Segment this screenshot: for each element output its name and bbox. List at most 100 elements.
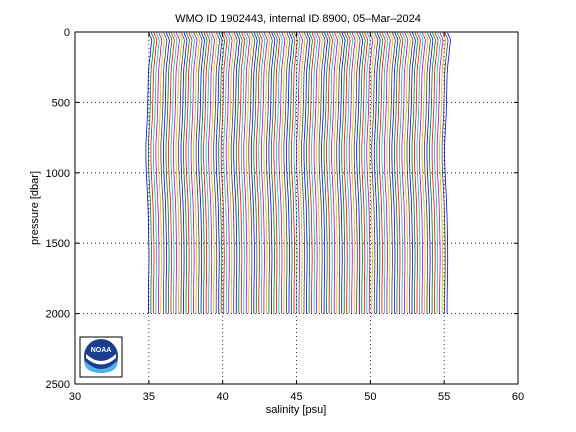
profile-line [424, 32, 431, 314]
profile-line [238, 32, 246, 314]
profile-line [316, 32, 323, 314]
profile-line [240, 32, 248, 314]
profile-line [368, 32, 376, 314]
profile-line [268, 32, 276, 314]
profile-line [391, 32, 399, 314]
profile-line [439, 32, 446, 314]
profile-line [409, 32, 416, 314]
profile-line [230, 32, 238, 314]
profile-line [150, 32, 158, 314]
profile-line [371, 32, 379, 314]
profile-line [175, 32, 183, 314]
profile-line [296, 32, 303, 314]
profile-line [188, 32, 195, 314]
profile-line [333, 32, 341, 314]
profile-line [185, 32, 193, 314]
profile-line [373, 32, 381, 314]
profile-line [361, 32, 369, 314]
profile-line [165, 32, 173, 314]
profile-line [426, 32, 434, 314]
profile-line [411, 32, 419, 314]
profile-line [243, 32, 251, 314]
profile-line [213, 32, 221, 314]
profile-line [383, 32, 391, 314]
profile-line [348, 32, 356, 314]
profile-line [280, 32, 288, 314]
profile-line [386, 32, 394, 314]
profile-line [436, 32, 444, 314]
profile-line [313, 32, 321, 314]
profile-line [205, 32, 213, 314]
profile-line [250, 32, 258, 314]
y-axis-label: pressure [dbar] [29, 171, 41, 245]
profile-line [180, 32, 188, 314]
profile-line [351, 32, 359, 314]
profile-line [341, 32, 349, 314]
profile-line [358, 32, 366, 314]
y-tick-label: 0 [64, 27, 70, 39]
x-tick-label: 50 [364, 391, 376, 403]
axis-ticks: 30 35 40 45 50 55 60 0 500 1000 1500 2000 2500 [46, 27, 525, 403]
profile-line [401, 32, 409, 314]
x-tick-label: 60 [512, 391, 524, 403]
profile-line [198, 32, 205, 314]
profile-line [303, 32, 311, 314]
profile-line [278, 32, 286, 314]
grid [75, 32, 518, 384]
profile-line [376, 32, 384, 314]
profile-line [393, 32, 401, 314]
x-tick-label: 45 [290, 391, 302, 403]
x-tick-label: 40 [217, 391, 229, 403]
profile-line [193, 32, 200, 314]
profile-line [253, 32, 261, 314]
noaa-logo: NOAA [79, 336, 123, 378]
profile-line [260, 32, 268, 314]
profile-line [286, 32, 293, 314]
y-tick-label: 2000 [46, 309, 70, 321]
profile-line [160, 32, 168, 314]
profile-line [147, 32, 155, 314]
profile-line [318, 32, 326, 314]
profile-line [353, 32, 361, 314]
profile-line [378, 32, 386, 314]
profile-line [298, 32, 306, 314]
profile-line [419, 32, 426, 314]
chart-title: WMO ID 1902443, internal ID 8900, 05–Mar… [175, 13, 421, 25]
profile-line [441, 32, 449, 314]
profile-line [321, 32, 328, 314]
x-axis-label: salinity [psu] [266, 404, 327, 416]
profile-line [416, 32, 424, 314]
profile-line [235, 32, 243, 314]
profile-line [183, 32, 190, 314]
profile-line [421, 32, 429, 314]
profile-line [363, 32, 371, 314]
profile-line [195, 32, 203, 314]
profile-line [258, 32, 266, 314]
profile-line [346, 32, 354, 314]
profile-line [338, 32, 346, 314]
profile-line [328, 32, 336, 314]
profile-line [228, 32, 236, 314]
profile-line [323, 32, 331, 314]
profile-lines [145, 32, 451, 314]
profile-line [326, 32, 333, 314]
profile-line [178, 32, 185, 314]
x-tick-label: 35 [143, 391, 155, 403]
profile-line [431, 32, 439, 314]
profile-line [225, 32, 233, 314]
profile-line [336, 32, 344, 314]
profile-line [283, 32, 291, 314]
profile-line [220, 32, 228, 314]
profile-line [311, 32, 318, 314]
profile-line [215, 32, 223, 314]
profile-line [273, 32, 281, 314]
profile-line [210, 32, 218, 314]
y-tick-label: 2500 [46, 379, 70, 391]
profile-line [173, 32, 180, 314]
profile-line [444, 32, 451, 314]
profile-line [163, 32, 170, 314]
profile-line [343, 32, 351, 314]
x-tick-label: 55 [438, 391, 450, 403]
y-tick-label: 1000 [46, 168, 70, 180]
profile-line [331, 32, 339, 314]
